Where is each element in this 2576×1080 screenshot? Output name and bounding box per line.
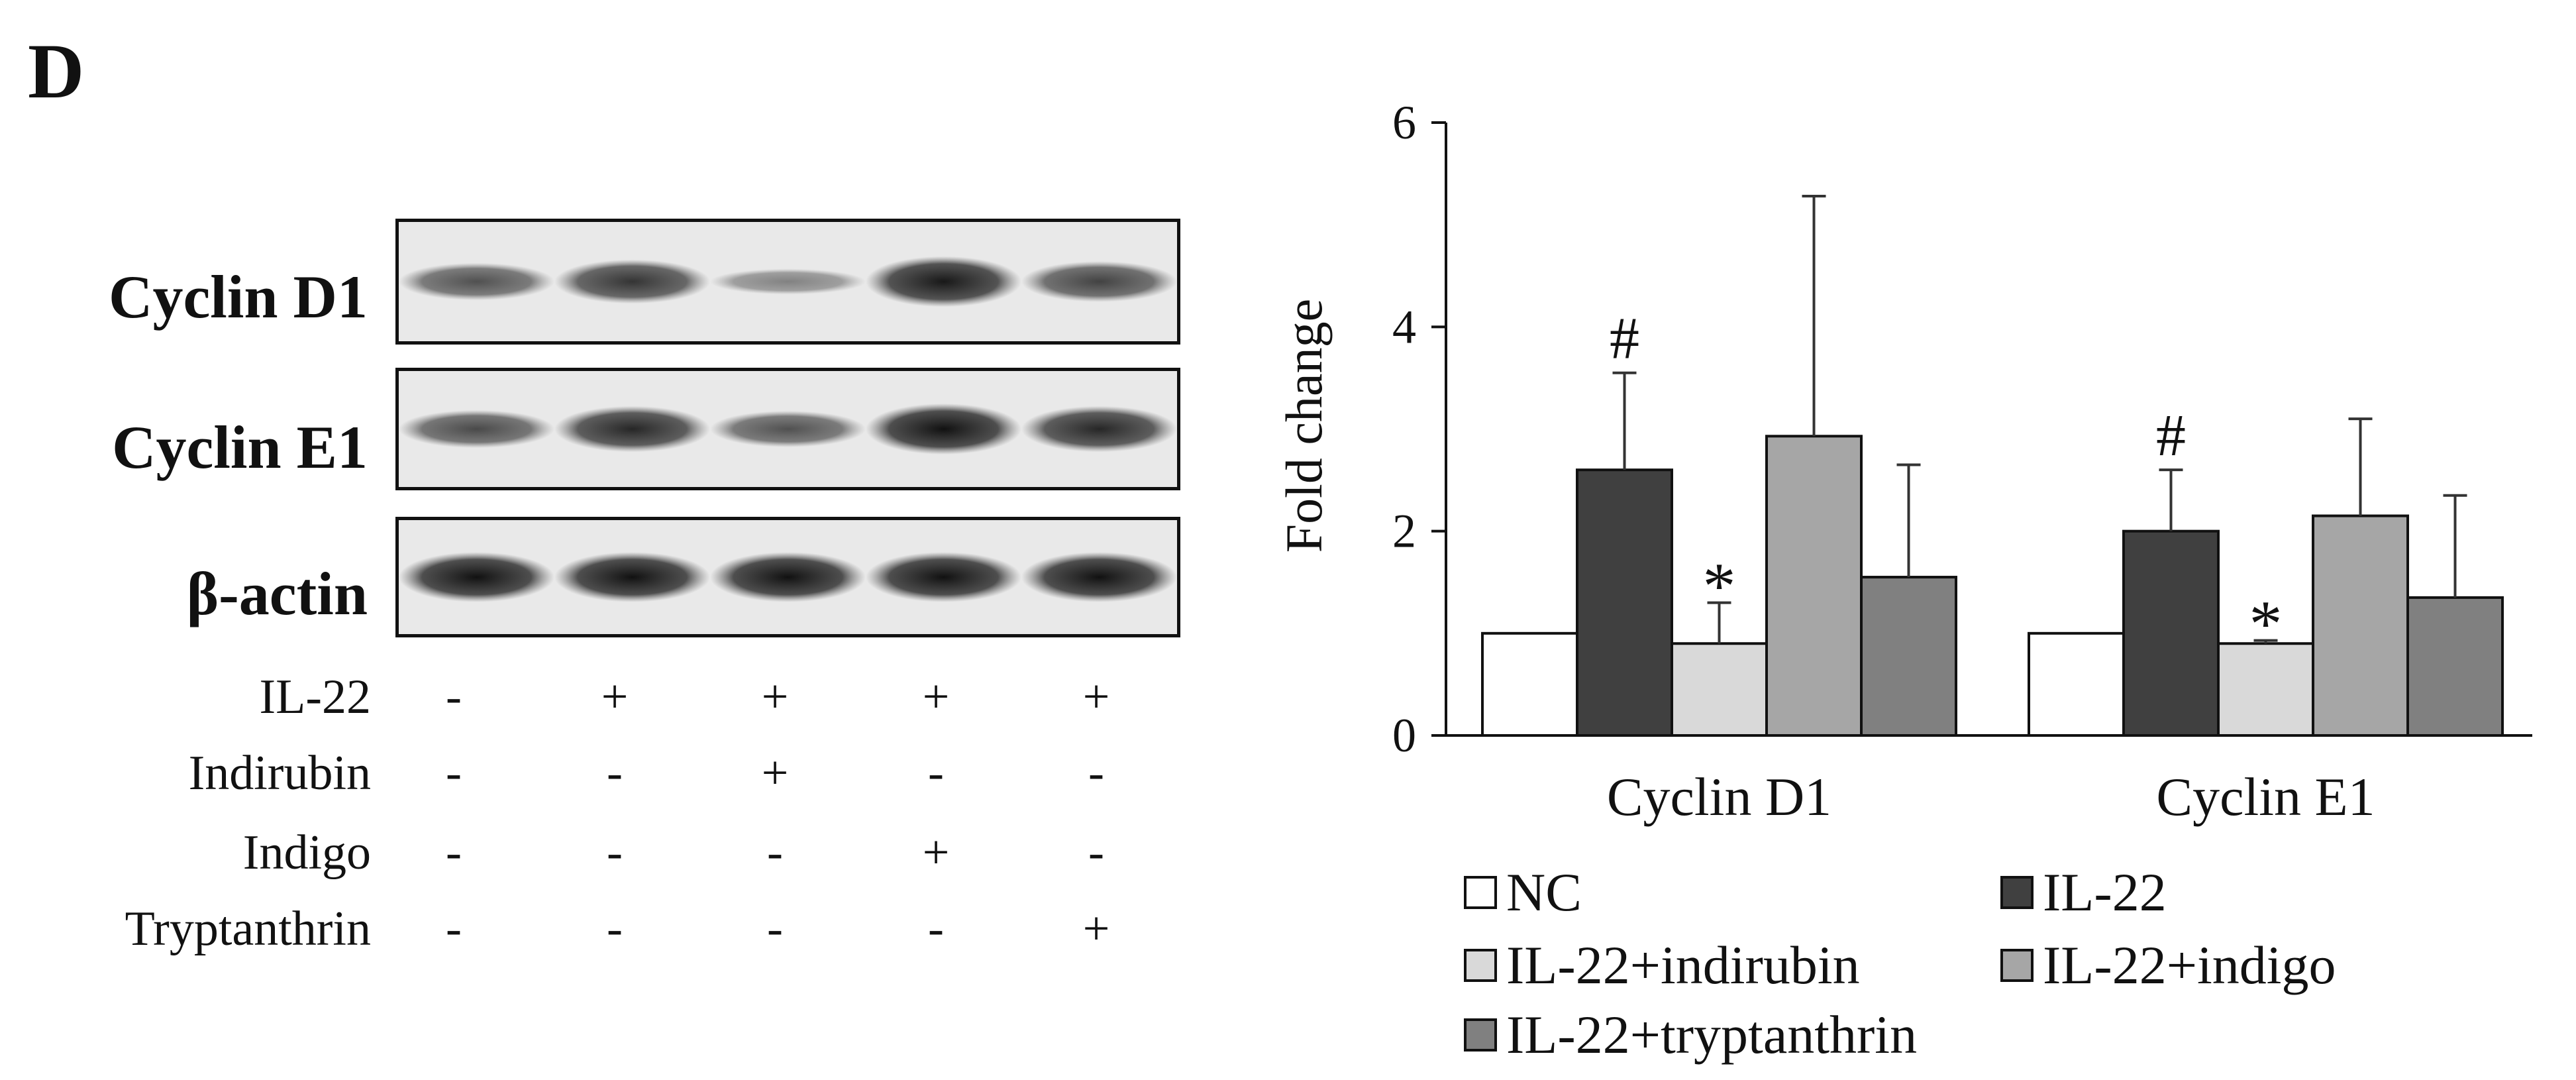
- treatment-sign: -: [607, 902, 623, 955]
- treatment-label-indirubin: Indirubin: [188, 746, 371, 800]
- legend-swatch-nc: [1464, 876, 1497, 909]
- y-tick-label: 2: [1392, 505, 1416, 558]
- y-tick-label: 6: [1392, 96, 1416, 149]
- treatment-sign: -: [1088, 746, 1104, 799]
- legend-swatch-il22-indigo: [2000, 949, 2034, 982]
- blot-band: [1021, 405, 1177, 453]
- blot-cyclin-e1: [395, 368, 1180, 490]
- treatment-sign: -: [767, 902, 783, 955]
- treatment-sign: +: [761, 746, 789, 799]
- bar: [1765, 435, 1863, 737]
- treatment-sign: -: [607, 826, 623, 879]
- legend-item-nc: NC: [1464, 861, 1582, 924]
- treatment-sign: +: [1082, 670, 1110, 723]
- blot-band: [1021, 552, 1177, 602]
- significance-mark: *: [1703, 549, 1736, 623]
- treatment-sign: -: [928, 746, 944, 799]
- blot-band: [710, 268, 866, 295]
- blot-bands-cyclin-e1: [399, 404, 1177, 455]
- bar: [2406, 596, 2504, 737]
- legend-label-il22-tryptanthrin: IL-22+tryptanthrin: [1506, 1004, 1918, 1065]
- treatment-sign: -: [446, 746, 462, 799]
- treatment-sign: -: [446, 670, 462, 723]
- significance-mark: #: [2156, 403, 2186, 468]
- blot-band: [399, 262, 554, 301]
- legend-swatch-il22: [2000, 876, 2034, 909]
- bar: [1671, 642, 1768, 737]
- blot-cyclin-d1: [395, 219, 1180, 345]
- y-tick-label: 0: [1392, 709, 1416, 762]
- bar: [1576, 468, 1673, 737]
- legend-swatch-il22-tryptanthrin: [1464, 1018, 1497, 1052]
- bar-chart: 0 2 4 6 Fold change # * Cyclin D1 # * Cyclin E1: [1275, 96, 2532, 827]
- blot-band: [710, 552, 866, 602]
- blot-label-cyclin-d1: Cyclin D1: [109, 263, 368, 331]
- legend-label-il22: IL-22: [2043, 862, 2167, 922]
- blot-bands-beta-actin: [399, 552, 1177, 602]
- blot-band: [554, 552, 710, 602]
- bar: [1481, 631, 1578, 737]
- treatment-sign: +: [1082, 902, 1110, 955]
- treatment-sign: +: [761, 670, 789, 723]
- treatment-label-il22: IL-22: [259, 670, 372, 724]
- legend-item-il22-indirubin: IL-22+indirubin: [1464, 934, 1860, 997]
- category-label: Cyclin D1: [1607, 767, 1831, 827]
- blot-band: [399, 552, 554, 602]
- treatment-label-indigo: Indigo: [242, 826, 371, 880]
- treatment-sign: +: [922, 670, 950, 723]
- legend-item-il22: IL-22: [2000, 861, 2167, 924]
- treatment-sign: +: [601, 670, 629, 723]
- blot-band: [399, 409, 554, 449]
- blot-band: [866, 552, 1021, 602]
- blot-band: [1021, 261, 1177, 302]
- y-tick-label: 4: [1392, 300, 1416, 353]
- legend-label-il22-indigo: IL-22+indigo: [2043, 935, 2336, 995]
- treatment-sign: -: [928, 902, 944, 955]
- legend-swatch-il22-indirubin: [1464, 949, 1497, 982]
- significance-mark: *: [2249, 587, 2283, 661]
- treatment-sign: -: [1088, 826, 1104, 879]
- bar: [2217, 642, 2314, 737]
- treatment-sign: -: [446, 826, 462, 879]
- blot-label-beta-actin: β-actin: [186, 560, 368, 627]
- y-axis-title: Fold change: [1275, 299, 1333, 553]
- significance-mark: #: [1610, 306, 1639, 372]
- legend-item-il22-indigo: IL-22+indigo: [2000, 934, 2336, 997]
- category-label: Cyclin E1: [2156, 767, 2375, 827]
- bar: [2312, 514, 2409, 737]
- legend-label-nc: NC: [1506, 862, 1582, 922]
- panel-letter: D: [28, 28, 85, 115]
- treatment-label-tryptanthrin: Tryptanthrin: [125, 902, 371, 956]
- bar: [1860, 576, 1957, 737]
- legend-label-il22-indirubin: IL-22+indirubin: [1506, 935, 1860, 995]
- treatment-sign: -: [767, 826, 783, 879]
- blot-band: [554, 405, 710, 453]
- treatment-sign: -: [607, 746, 623, 799]
- legend-item-il22-tryptanthrin: IL-22+tryptanthrin: [1464, 1004, 1917, 1066]
- blot-band: [554, 259, 710, 304]
- blot-label-cyclin-e1: Cyclin E1: [112, 413, 368, 481]
- treatment-sign: -: [446, 902, 462, 955]
- blot-bands-cyclin-d1: [399, 256, 1177, 307]
- bar: [2122, 529, 2220, 737]
- treatment-sign: +: [922, 826, 950, 879]
- blot-band: [866, 256, 1021, 307]
- blot-beta-actin: [395, 517, 1180, 637]
- bar: [2028, 631, 2125, 737]
- blot-band: [866, 404, 1021, 455]
- blot-band: [710, 411, 866, 447]
